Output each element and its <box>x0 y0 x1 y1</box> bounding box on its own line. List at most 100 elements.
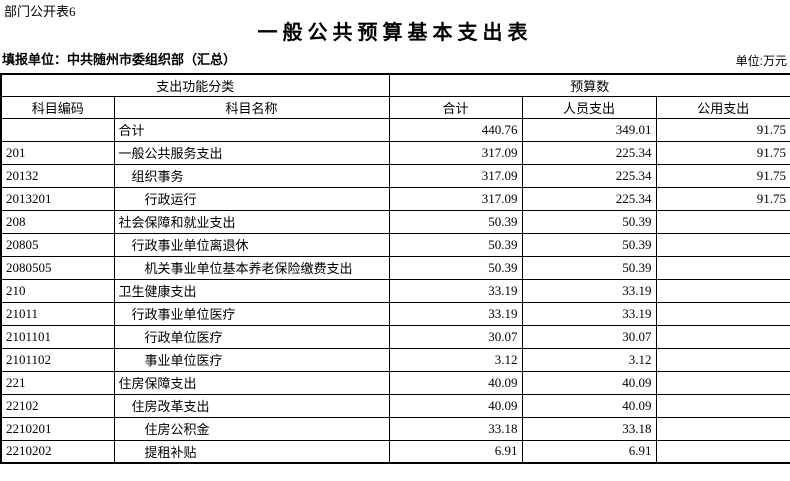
corner-table-number: 部门公开表6 <box>4 4 76 19</box>
cell-personnel: 33.19 <box>521 301 657 326</box>
cell-personnel: 50.39 <box>521 232 657 257</box>
cell-total: 317.09 <box>388 140 523 165</box>
cell-subject-name: 提租补贴 <box>113 439 390 464</box>
cell-personnel: 225.34 <box>521 140 657 165</box>
cell-subject-name: 机关事业单位基本养老保险缴费支出 <box>113 255 390 280</box>
header-budget-figures: 预算数 <box>388 73 790 97</box>
cell-subject-code: 2080505 <box>0 255 115 280</box>
table-row: 合计 440.76 349.01 91.75 <box>0 117 790 142</box>
cell-total: 50.39 <box>388 232 523 257</box>
cell-public <box>655 393 790 418</box>
cell-subject-name: 住房改革支出 <box>113 393 390 418</box>
cell-subject-name: 组织事务 <box>113 163 390 188</box>
cell-public: 91.75 <box>655 140 790 165</box>
col-header-personnel-expenditure: 人员支出 <box>521 95 657 119</box>
col-header-subject-name: 科目名称 <box>113 95 390 119</box>
cell-total: 50.39 <box>388 209 523 234</box>
table-row: 201 一般公共服务支出 317.09 225.34 91.75 <box>0 140 790 165</box>
cell-personnel: 225.34 <box>521 186 657 211</box>
table-row: 2210201 住房公积金 33.18 33.18 <box>0 416 790 441</box>
cell-total: 33.18 <box>388 416 523 441</box>
cell-public: 91.75 <box>655 117 790 142</box>
cell-total: 6.91 <box>388 439 523 464</box>
cell-public <box>655 209 790 234</box>
cell-total: 30.07 <box>388 324 523 349</box>
cell-subject-code: 2101101 <box>0 324 115 349</box>
cell-public <box>655 370 790 395</box>
table-row: 2101102 事业单位医疗 3.12 3.12 <box>0 347 790 372</box>
cell-total: 317.09 <box>388 163 523 188</box>
meta-row: 填报单位：中共随州市委组织部（汇总） 单位:万元 <box>0 52 790 70</box>
table-row: 210 卫生健康支出 33.19 33.19 <box>0 278 790 303</box>
cell-subject-name: 行政事业单位离退休 <box>113 232 390 257</box>
cell-subject-code: 208 <box>0 209 115 234</box>
cell-subject-code: 20132 <box>0 163 115 188</box>
cell-personnel: 225.34 <box>521 163 657 188</box>
table-row: 2210202 提租补贴 6.91 6.91 <box>0 439 790 464</box>
cell-personnel: 50.39 <box>521 255 657 280</box>
cell-public <box>655 439 790 464</box>
cell-public <box>655 301 790 326</box>
cell-personnel: 3.12 <box>521 347 657 372</box>
cell-public <box>655 232 790 257</box>
cell-subject-name: 卫生健康支出 <box>113 278 390 303</box>
cell-subject-name: 一般公共服务支出 <box>113 140 390 165</box>
table-row: 20132 组织事务 317.09 225.34 91.75 <box>0 163 790 188</box>
cell-subject-name: 行政事业单位医疗 <box>113 301 390 326</box>
cell-subject-name: 住房公积金 <box>113 416 390 441</box>
cell-subject-code: 2210201 <box>0 416 115 441</box>
cell-subject-code <box>0 117 115 142</box>
cell-total: 317.09 <box>388 186 523 211</box>
cell-total: 33.19 <box>388 278 523 303</box>
cell-personnel: 40.09 <box>521 370 657 395</box>
cell-public: 91.75 <box>655 186 790 211</box>
cell-personnel: 30.07 <box>521 324 657 349</box>
cell-total: 40.09 <box>388 370 523 395</box>
col-header-subject-code: 科目编码 <box>0 95 115 119</box>
cell-personnel: 50.39 <box>521 209 657 234</box>
header-columns-row: 科目编码 科目名称 合计 人员支出 公用支出 <box>0 95 790 119</box>
currency-unit-label: 单位:万元 <box>735 54 787 68</box>
cell-subject-code: 201 <box>0 140 115 165</box>
cell-personnel: 349.01 <box>521 117 657 142</box>
header-function-classification: 支出功能分类 <box>0 73 390 97</box>
table-row: 221 住房保障支出 40.09 40.09 <box>0 370 790 395</box>
cell-personnel: 6.91 <box>521 439 657 464</box>
cell-public <box>655 416 790 441</box>
cell-total: 50.39 <box>388 255 523 280</box>
col-header-public-expenditure: 公用支出 <box>655 95 790 119</box>
cell-subject-code: 2101102 <box>0 347 115 372</box>
cell-personnel: 33.19 <box>521 278 657 303</box>
cell-subject-name: 住房保障支出 <box>113 370 390 395</box>
page-title: 一般公共预算基本支出表 <box>257 22 533 44</box>
cell-subject-code: 221 <box>0 370 115 395</box>
cell-subject-code: 21011 <box>0 301 115 326</box>
cell-total: 3.12 <box>388 347 523 372</box>
cell-personnel: 40.09 <box>521 393 657 418</box>
cell-subject-name: 合计 <box>113 117 390 142</box>
col-header-total: 合计 <box>388 95 523 119</box>
budget-table: 支出功能分类 预算数 科目编码 科目名称 合计 人员支出 公用支出 合计 440.… <box>0 73 790 464</box>
cell-public <box>655 255 790 280</box>
table-row: 2080505 机关事业单位基本养老保险缴费支出 50.39 50.39 <box>0 255 790 280</box>
cell-subject-name: 行政运行 <box>113 186 390 211</box>
table-row: 208 社会保障和就业支出 50.39 50.39 <box>0 209 790 234</box>
budget-table-body: 合计 440.76 349.01 91.75 201 一般公共服务支出 317.09 225.… <box>0 117 790 464</box>
cell-public <box>655 347 790 372</box>
table-row: 22102 住房改革支出 40.09 40.09 <box>0 393 790 418</box>
cell-subject-code: 20805 <box>0 232 115 257</box>
reporting-unit-label: 填报单位：中共随州市委组织部（汇总） <box>2 52 237 67</box>
table-row: 20805 行政事业单位离退休 50.39 50.39 <box>0 232 790 257</box>
cell-total: 440.76 <box>388 117 523 142</box>
cell-subject-name: 行政单位医疗 <box>113 324 390 349</box>
budget-table-header: 支出功能分类 预算数 科目编码 科目名称 合计 人员支出 公用支出 <box>0 73 790 119</box>
cell-public <box>655 278 790 303</box>
cell-subject-code: 22102 <box>0 393 115 418</box>
cell-total: 40.09 <box>388 393 523 418</box>
cell-public: 91.75 <box>655 163 790 188</box>
cell-subject-code: 210 <box>0 278 115 303</box>
cell-subject-name: 社会保障和就业支出 <box>113 209 390 234</box>
table-row: 2013201 行政运行 317.09 225.34 91.75 <box>0 186 790 211</box>
header-group-row: 支出功能分类 预算数 <box>0 73 790 97</box>
table-row: 2101101 行政单位医疗 30.07 30.07 <box>0 324 790 349</box>
